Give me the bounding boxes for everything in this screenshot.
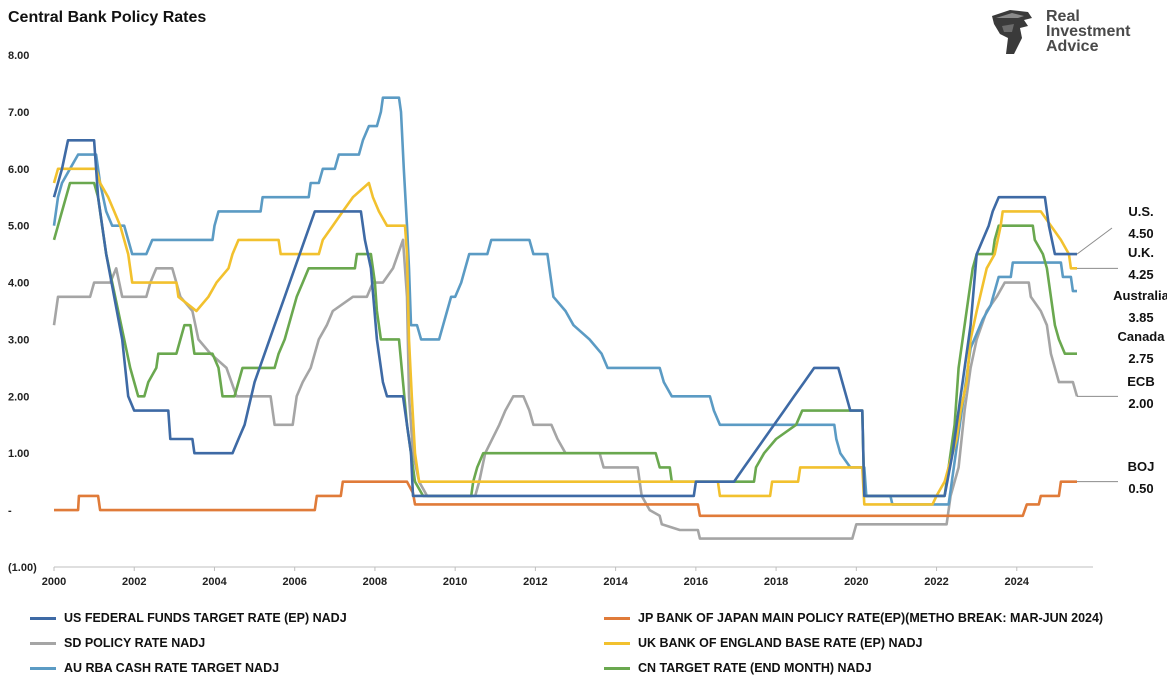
y-tick-label: 5.00 bbox=[8, 221, 29, 233]
legend-swatch bbox=[30, 641, 56, 645]
x-tick-label: 2004 bbox=[202, 576, 227, 588]
x-tick-label: 2008 bbox=[363, 576, 387, 588]
end-label-name: U.S. bbox=[1128, 204, 1153, 219]
series-line-5 bbox=[52, 181, 1077, 498]
line-chart: 8.00 7.00 6.00 5.00 4.00 3.00 2.00 1.00 - (1.00) 2… bbox=[8, 50, 1167, 588]
legend-item: AU RBA CASH RATE TARGET NADJ bbox=[30, 655, 279, 681]
end-labels: U.S. 4.50 U.K. 4.25 Australia 3.85 Canada 2.75 E… bbox=[1076, 204, 1167, 496]
x-tick-label: 2000 bbox=[42, 576, 66, 588]
legend-item: US FEDERAL FUNDS TARGET RATE (EP) NADJ bbox=[30, 605, 347, 631]
series-line-4 bbox=[52, 96, 1077, 506]
y-tick-label: 2.00 bbox=[8, 391, 29, 403]
legend-label: UK BANK OF ENGLAND BASE RATE (EP) NADJ bbox=[638, 636, 923, 650]
series-line-0 bbox=[52, 139, 1077, 498]
series-lines bbox=[52, 96, 1079, 540]
y-tick-label: 1.00 bbox=[8, 448, 29, 460]
legend-item: JP BANK OF JAPAN MAIN POLICY RATE(EP)(ME… bbox=[604, 605, 1103, 631]
end-label-name: Canada bbox=[1118, 329, 1166, 344]
legend-item: UK BANK OF ENGLAND BASE RATE (EP) NADJ bbox=[604, 630, 923, 656]
x-tick-label: 2014 bbox=[603, 576, 628, 588]
logo-line-1: Real bbox=[1046, 8, 1080, 25]
y-tick-label: 7.00 bbox=[8, 107, 29, 119]
series-line-1 bbox=[54, 480, 1077, 518]
end-label-value: 4.25 bbox=[1128, 267, 1153, 282]
logo-text: Real Investment Advice bbox=[1046, 8, 1131, 55]
end-label-name: U.K. bbox=[1128, 245, 1154, 260]
legend-label: JP BANK OF JAPAN MAIN POLICY RATE(EP)(ME… bbox=[638, 611, 1104, 625]
legend-swatch bbox=[30, 666, 56, 670]
legend: US FEDERAL FUNDS TARGET RATE (EP) NADJ SD… bbox=[30, 605, 1150, 685]
end-label-name: Australia bbox=[1113, 288, 1167, 303]
x-tick-label: 2022 bbox=[924, 576, 948, 588]
end-label-value: 2.00 bbox=[1128, 396, 1153, 411]
y-tick-label: - bbox=[8, 505, 12, 517]
series-line-3 bbox=[52, 167, 1077, 506]
series-line-2 bbox=[52, 238, 1079, 540]
x-tick-label: 2020 bbox=[844, 576, 868, 588]
y-tick-label: 3.00 bbox=[8, 334, 29, 346]
x-tick-label: 2006 bbox=[282, 576, 306, 588]
y-tick-label: 6.00 bbox=[8, 164, 29, 176]
x-tick-label: 2010 bbox=[443, 576, 467, 588]
legend-label: AU RBA CASH RATE TARGET NADJ bbox=[64, 661, 280, 675]
legend-label: SD POLICY RATE NADJ bbox=[64, 636, 206, 650]
end-label-name: ECB bbox=[1127, 374, 1154, 389]
end-label-value: 0.50 bbox=[1128, 481, 1153, 496]
legend-swatch bbox=[604, 641, 630, 645]
legend-swatch bbox=[604, 666, 630, 670]
y-tick-label: 8.00 bbox=[8, 50, 29, 62]
x-tick-label: 2012 bbox=[523, 576, 547, 588]
logo-line-3: Advice bbox=[1046, 38, 1099, 55]
x-tick-label: 2024 bbox=[1005, 576, 1030, 588]
end-label-value: 4.50 bbox=[1128, 226, 1153, 241]
legend-label: US FEDERAL FUNDS TARGET RATE (EP) NADJ bbox=[64, 611, 347, 625]
legend-swatch bbox=[604, 616, 630, 620]
leader-line bbox=[1076, 227, 1113, 255]
real-investment-advice-logo: Real Investment Advice bbox=[988, 6, 1148, 58]
y-tick-label: 4.00 bbox=[8, 278, 29, 290]
chart-title: Central Bank Policy Rates bbox=[8, 9, 207, 26]
logo-line-2: Investment bbox=[1046, 23, 1131, 40]
x-tick-label: 2016 bbox=[684, 576, 708, 588]
axes: 8.00 7.00 6.00 5.00 4.00 3.00 2.00 1.00 - (1.00) 2… bbox=[8, 50, 1093, 588]
x-tick-label: 2002 bbox=[122, 576, 146, 588]
x-tick-label: 2018 bbox=[764, 576, 788, 588]
legend-item: CN TARGET RATE (END MONTH) NADJ bbox=[604, 655, 872, 681]
end-label-value: 3.85 bbox=[1128, 310, 1153, 325]
eagle-head-icon bbox=[992, 10, 1032, 54]
y-tick-label: (1.00) bbox=[8, 562, 37, 574]
legend-item: SD POLICY RATE NADJ bbox=[30, 630, 205, 656]
end-label-value: 2.75 bbox=[1128, 351, 1153, 366]
legend-swatch bbox=[30, 616, 56, 620]
end-label-name: BOJ bbox=[1128, 459, 1155, 474]
legend-label: CN TARGET RATE (END MONTH) NADJ bbox=[638, 661, 872, 675]
